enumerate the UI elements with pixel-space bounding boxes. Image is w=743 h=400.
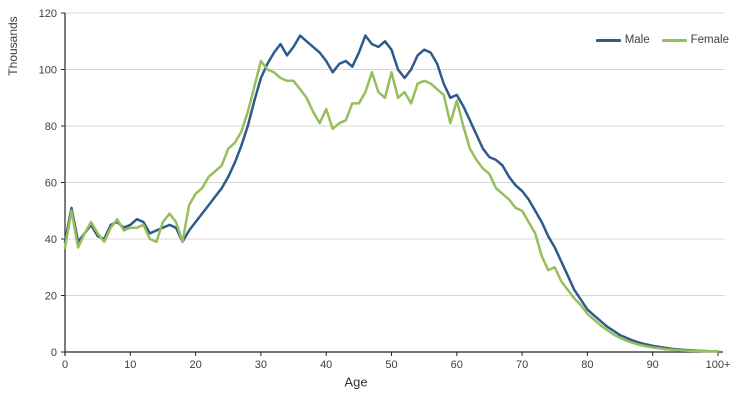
y-tick-label: 100 xyxy=(39,65,57,77)
x-tick-label: 0 xyxy=(62,359,68,371)
x-tick-label: 40 xyxy=(320,359,332,371)
x-tick-label: 30 xyxy=(255,359,267,371)
y-tick-label: 40 xyxy=(45,234,57,246)
legend-item-female: Female xyxy=(661,34,729,46)
y-tick-label: 60 xyxy=(45,178,57,190)
y-tick-label: 20 xyxy=(45,291,57,303)
x-tick-label: 70 xyxy=(516,359,528,371)
x-tick-label: 60 xyxy=(451,359,463,371)
male-series-line xyxy=(63,34,720,353)
x-tick-label: 10 xyxy=(124,359,136,371)
female-line-swatch-icon xyxy=(661,38,687,42)
legend: Male Female xyxy=(595,34,729,46)
y-axis-title: Thousands xyxy=(6,16,20,76)
x-tick-label: 100+ xyxy=(706,359,731,371)
female-series-line xyxy=(63,59,720,353)
x-tick-label: 90 xyxy=(647,359,659,371)
legend-label-female: Female xyxy=(690,34,729,46)
y-tick-label: 120 xyxy=(39,8,57,20)
x-axis-title: Age xyxy=(344,374,368,390)
legend-label-male: Male xyxy=(624,34,650,46)
male-line-swatch-icon xyxy=(595,38,621,42)
x-tick-label: 80 xyxy=(581,359,593,371)
y-tick-label: 80 xyxy=(45,121,57,133)
x-tick-label: 20 xyxy=(189,359,201,371)
legend-item-male: Male xyxy=(595,34,650,46)
x-tick-label: 50 xyxy=(385,359,397,371)
y-tick-label: 0 xyxy=(51,347,57,359)
